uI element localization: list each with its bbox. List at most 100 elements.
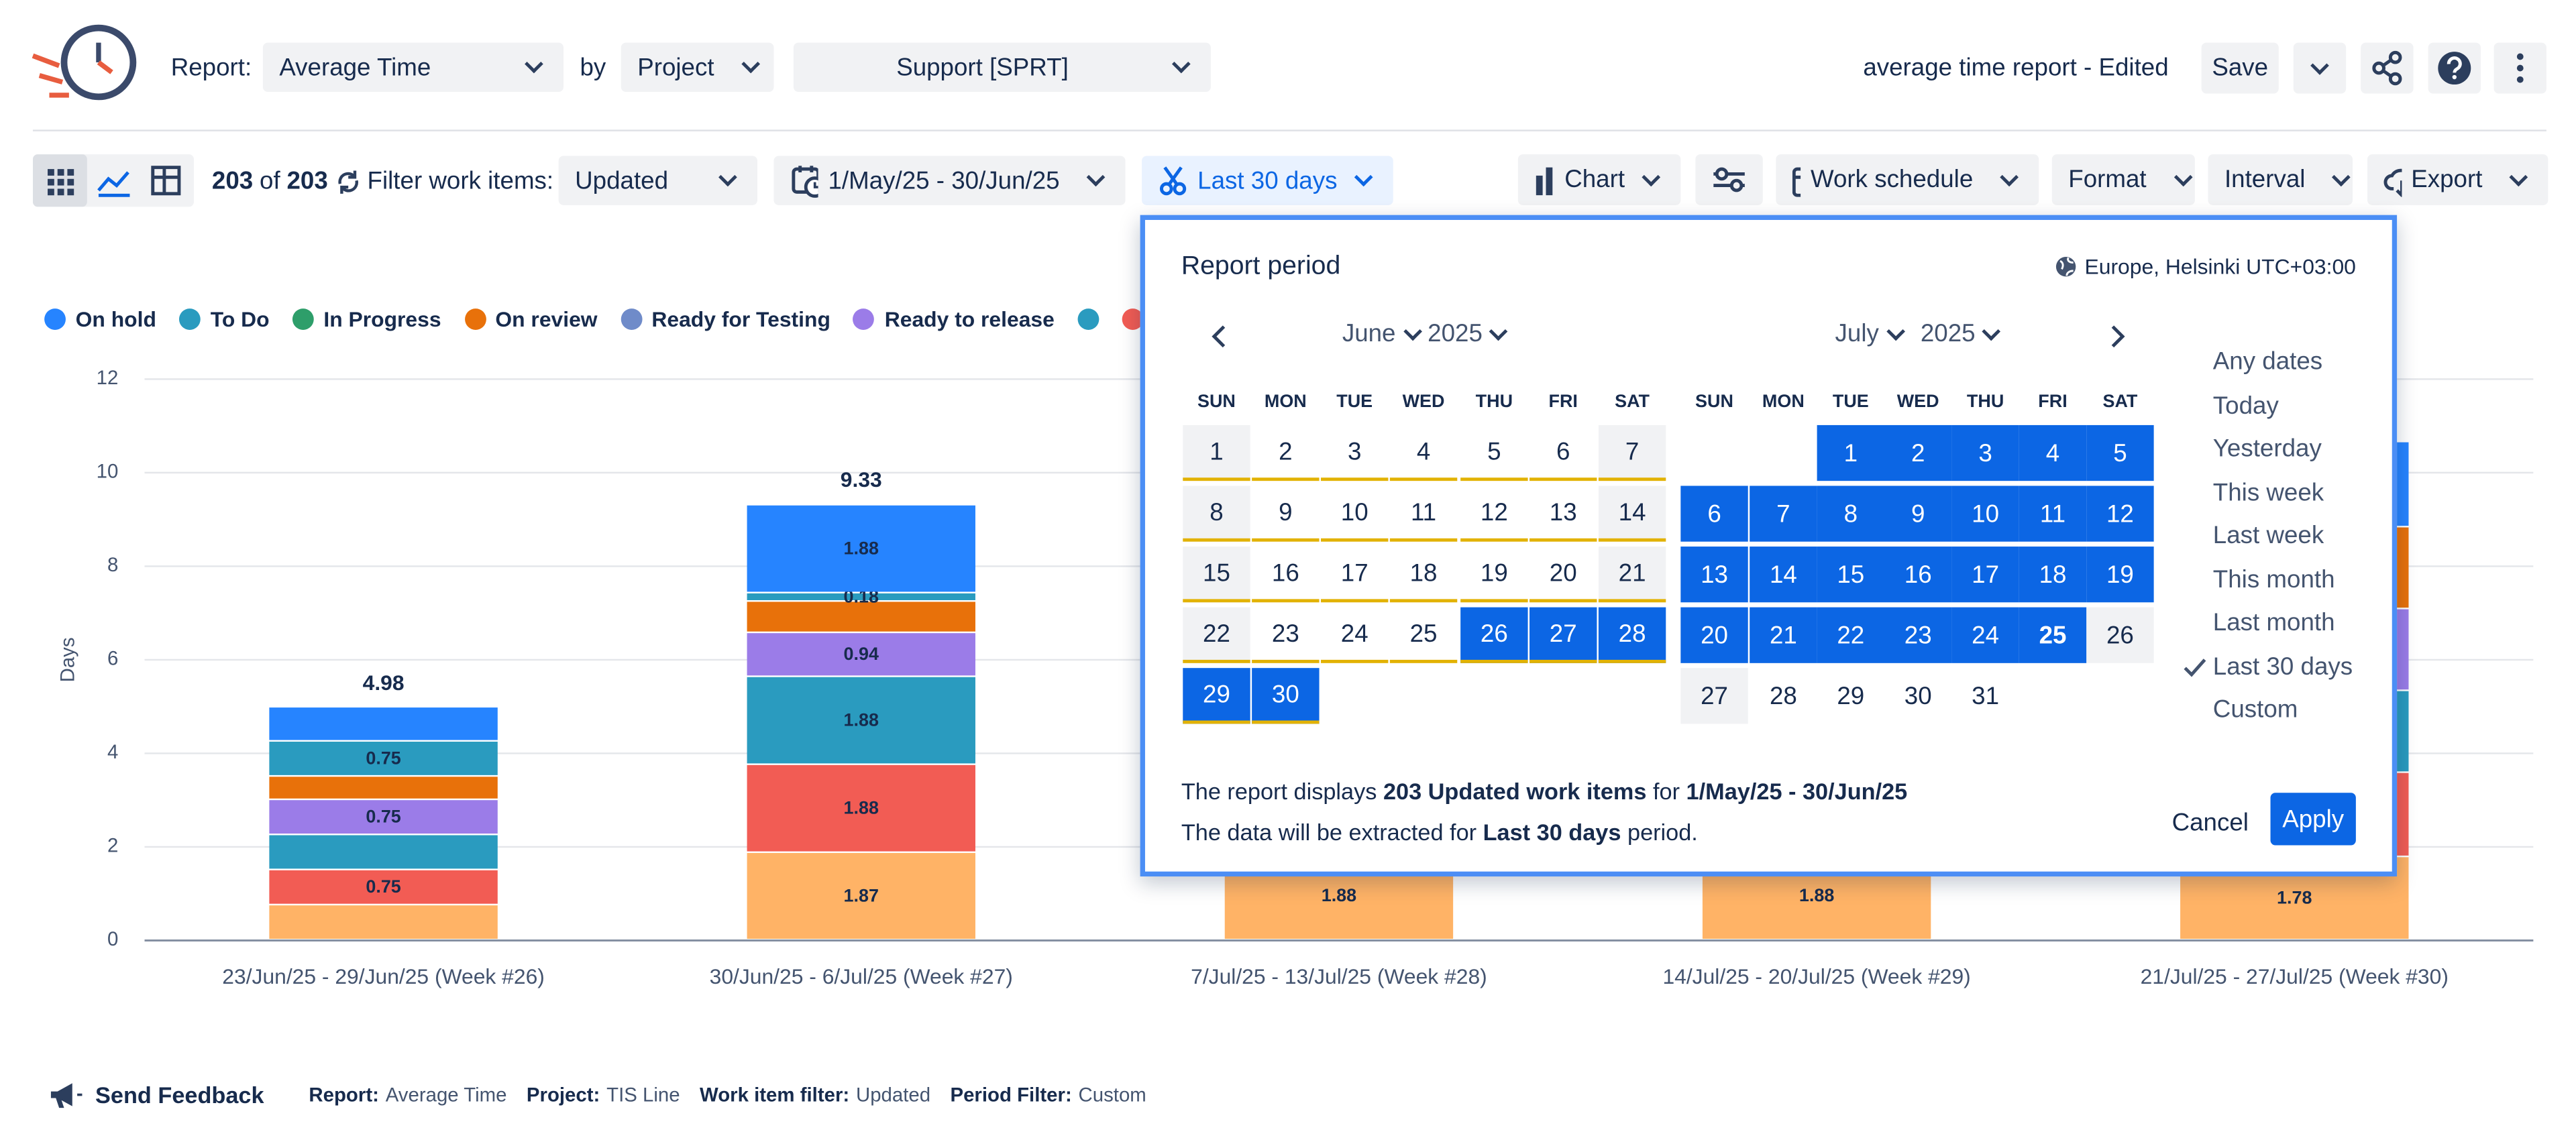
count-filter: 203 of 203 Filter work items: bbox=[212, 168, 553, 196]
count: 203 bbox=[211, 167, 254, 196]
month-select[interactable]: July bbox=[1835, 320, 1909, 348]
work-schedule-button[interactable]: Work schedule bbox=[1776, 154, 2039, 205]
day-cell[interactable]: 7 bbox=[1750, 485, 1817, 542]
report-select[interactable]: Average Time bbox=[262, 42, 564, 93]
day-cell[interactable]: 5 bbox=[2086, 424, 2154, 481]
interval-button[interactable]: Interval bbox=[2208, 154, 2353, 205]
day-cell[interactable]: 12 bbox=[2086, 485, 2154, 542]
day-cell[interactable]: 18 bbox=[2019, 547, 2087, 603]
day-cell[interactable]: 21 bbox=[1598, 547, 1666, 603]
next-month[interactable] bbox=[2106, 323, 2129, 349]
day-cell[interactable]: 4 bbox=[2019, 424, 2087, 481]
day-cell[interactable]: 17 bbox=[1320, 547, 1389, 603]
day-cell[interactable]: 2 bbox=[1252, 425, 1320, 481]
day-cell[interactable]: 31 bbox=[1972, 681, 2000, 710]
day-cell[interactable]: 27 bbox=[1680, 668, 1748, 724]
period-option[interactable]: Today bbox=[2212, 391, 2279, 420]
day-cell[interactable]: 6 bbox=[1680, 485, 1748, 542]
day-cell[interactable]: 5 bbox=[1460, 425, 1528, 481]
day-cell[interactable]: 23 bbox=[1252, 608, 1320, 663]
day-cell[interactable]: 7 bbox=[1598, 424, 1666, 481]
period-option[interactable]: This week bbox=[2212, 478, 2324, 507]
day-cell[interactable]: 30 bbox=[1904, 681, 1932, 710]
day-cell[interactable]: 15 bbox=[1183, 547, 1250, 603]
period-option[interactable]: Last week bbox=[2212, 522, 2324, 550]
view-toggle[interactable] bbox=[32, 154, 194, 207]
period-option[interactable]: Yesterday bbox=[2212, 435, 2322, 463]
day-cell[interactable]: 18 bbox=[1389, 547, 1458, 603]
period-select[interactable]: Last 30 days bbox=[1142, 156, 1393, 205]
save-menu[interactable] bbox=[2293, 42, 2347, 94]
day-cell[interactable]: 6 bbox=[1529, 425, 1597, 481]
cancel-button[interactable]: Cancel bbox=[2171, 809, 2249, 838]
day-cell[interactable]: 16 bbox=[1252, 547, 1320, 603]
format-button[interactable]: Format bbox=[2051, 154, 2195, 205]
day-cell[interactable]: 21 bbox=[1750, 607, 1817, 663]
chart-button[interactable]: Chart bbox=[1517, 154, 1681, 205]
period-option[interactable]: Last 30 days bbox=[2212, 652, 2353, 681]
settings-button[interactable] bbox=[1695, 154, 1763, 205]
day-cell[interactable]: 9 bbox=[1252, 485, 1320, 542]
filter-select[interactable]: Updated bbox=[558, 156, 757, 205]
day-cell[interactable]: 14 bbox=[1750, 547, 1817, 603]
save-button[interactable]: Save bbox=[2201, 42, 2279, 94]
day-cell[interactable]: 24 bbox=[1951, 607, 2019, 663]
help-button[interactable] bbox=[2428, 42, 2481, 94]
export-button[interactable]: Export bbox=[2367, 154, 2548, 205]
day-cell[interactable]: 10 bbox=[1951, 485, 2019, 542]
day-cell[interactable]: 3 bbox=[1320, 425, 1389, 481]
day-cell[interactable]: 19 bbox=[2086, 547, 2154, 603]
date-range-select[interactable]: 1/May/25 - 30/Jun/25 bbox=[773, 156, 1126, 205]
day-cell[interactable]: 22 bbox=[1183, 607, 1250, 663]
day-cell[interactable]: 13 bbox=[1529, 485, 1597, 542]
day-cell[interactable]: 29 bbox=[1837, 681, 1865, 710]
day-cell[interactable]: 15 bbox=[1817, 547, 1885, 603]
day-cell[interactable]: 2 bbox=[1884, 424, 1952, 481]
period-option[interactable]: Last month bbox=[2212, 609, 2335, 637]
day-cell[interactable]: 20 bbox=[1529, 547, 1597, 603]
day-cell[interactable]: 29 bbox=[1183, 668, 1250, 724]
period-option[interactable]: This month bbox=[2212, 565, 2335, 593]
day-cell[interactable]: 8 bbox=[1817, 485, 1885, 542]
day-cell[interactable]: 9 bbox=[1884, 485, 1952, 542]
day-cell[interactable]: 26 bbox=[2086, 607, 2154, 663]
legend-swatch bbox=[853, 308, 875, 330]
day-cell[interactable]: 25 bbox=[1389, 608, 1458, 663]
day-cell[interactable]: 11 bbox=[2019, 485, 2087, 542]
y-axis-label: Days bbox=[57, 637, 79, 682]
day-cell[interactable]: 3 bbox=[1951, 424, 2019, 481]
period-option[interactable]: Any dates bbox=[2212, 347, 2323, 376]
share-button[interactable] bbox=[2361, 42, 2414, 94]
day-cell[interactable]: 27 bbox=[1529, 607, 1597, 663]
prev-month[interactable] bbox=[1208, 323, 1230, 349]
day-cell[interactable]: 10 bbox=[1320, 485, 1389, 542]
day-cell[interactable]: 1 bbox=[1817, 424, 1885, 481]
period-option[interactable]: Custom bbox=[2212, 695, 2298, 724]
day-cell[interactable]: 1 bbox=[1183, 424, 1250, 481]
day-cell[interactable]: 22 bbox=[1817, 607, 1885, 663]
day-cell[interactable]: 4 bbox=[1389, 425, 1458, 481]
day-cell[interactable]: 11 bbox=[1389, 485, 1458, 542]
day-cell[interactable]: 12 bbox=[1460, 485, 1528, 542]
day-cell[interactable]: 8 bbox=[1183, 485, 1250, 542]
day-cell[interactable]: 24 bbox=[1320, 608, 1389, 663]
day-cell[interactable]: 16 bbox=[1884, 547, 1952, 603]
day-cell[interactable]: 30 bbox=[1252, 668, 1320, 724]
more-button[interactable] bbox=[2493, 42, 2546, 94]
group-select[interactable]: Project bbox=[621, 42, 774, 93]
project-select[interactable]: Support [SPRT] bbox=[793, 42, 1211, 93]
day-cell[interactable]: 26 bbox=[1460, 607, 1528, 663]
day-cell[interactable]: 20 bbox=[1680, 607, 1748, 663]
day-cell[interactable]: 19 bbox=[1460, 547, 1528, 603]
day-cell[interactable]: 25 bbox=[2019, 607, 2087, 663]
day-cell[interactable]: 28 bbox=[1769, 681, 1797, 710]
day-cell[interactable]: 23 bbox=[1884, 607, 1952, 663]
apply-button[interactable]: Apply bbox=[2270, 793, 2356, 846]
day-cell[interactable]: 13 bbox=[1680, 547, 1748, 603]
send-feedback[interactable]: Send Feedback bbox=[95, 1081, 264, 1108]
day-cell[interactable]: 14 bbox=[1598, 485, 1666, 542]
day-cell[interactable]: 28 bbox=[1598, 607, 1666, 663]
day-cell[interactable]: 17 bbox=[1951, 547, 2019, 603]
month-select[interactable]: June bbox=[1342, 320, 1426, 348]
